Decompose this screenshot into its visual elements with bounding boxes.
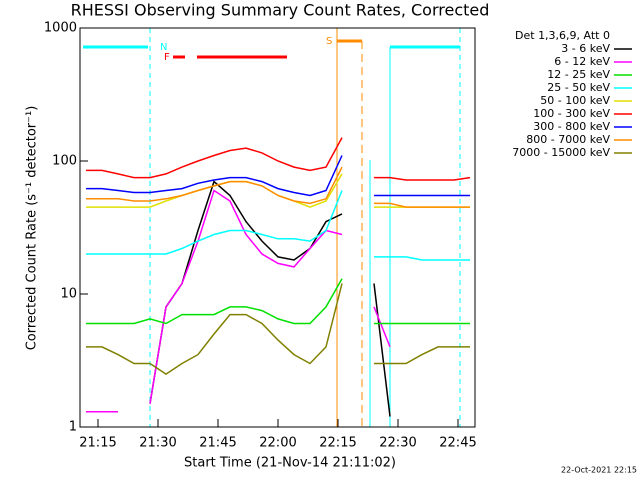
series-line (86, 189, 391, 413)
legend-label: 12 - 25 keV (547, 68, 610, 81)
annotation: N (160, 42, 167, 53)
series-line (86, 283, 470, 375)
legend-label: 800 - 7000 keV (526, 133, 610, 146)
legend-label: 3 - 6 keV (561, 42, 610, 55)
x-tick-label: 21:45 (199, 436, 236, 451)
legend-label: 100 - 300 keV (533, 107, 610, 120)
series-line (86, 166, 470, 208)
series-line (86, 278, 470, 325)
series-line (86, 137, 471, 181)
x-tick-label: 22:00 (259, 436, 296, 451)
x-tick-label: 22:45 (439, 436, 476, 451)
y-tick-label: 100 (52, 154, 77, 169)
legend-label: 7000 - 15000 keV (512, 146, 610, 159)
series-line (86, 190, 470, 261)
x-axis-label: Start Time (21-Nov-14 21:11:02) (184, 456, 396, 471)
legend-label: 300 - 800 keV (533, 120, 610, 133)
x-tick-label: 21:30 (139, 436, 176, 451)
attenuator-markers (83, 28, 461, 427)
x-tick-label: 22:30 (379, 436, 416, 451)
x-tick-label: 22:15 (319, 436, 356, 451)
x-tick-label: 21:15 (79, 436, 116, 451)
series-line (86, 155, 470, 197)
legend-label: 6 - 12 keV (554, 55, 610, 68)
annotation: S (326, 36, 332, 47)
timestamp: 22-Oct-2021 22:15 (561, 466, 637, 475)
y-tick-label: 10 (60, 287, 77, 302)
annotation: F (164, 52, 170, 63)
legend-title: Det 1,3,6,9, Att 0 (515, 29, 610, 42)
y-axis-label: Corrected Count Rate (s⁻¹ detector⁻¹) (25, 106, 40, 351)
y-tick-label: 1 (69, 420, 77, 435)
y-tick-label: 1000 (44, 21, 77, 36)
legend-label: 50 - 100 keV (540, 94, 610, 107)
chart-title: RHESSI Observing Summary Count Rates, Co… (71, 1, 490, 20)
legend-label: 25 - 50 keV (547, 81, 610, 94)
